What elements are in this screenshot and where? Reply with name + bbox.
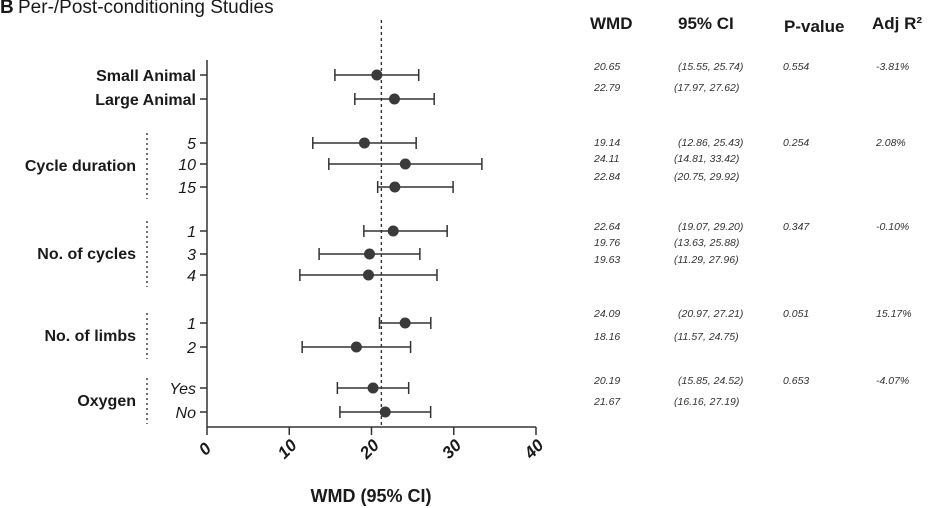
header-p-value: P-value [784, 17, 844, 36]
p-value: 0.554 [783, 61, 809, 73]
ci-value: (20.97, 27.21) [678, 308, 743, 320]
wmd-point [399, 317, 411, 329]
group-label: No. of cycles [37, 246, 136, 263]
row-label: 15 [178, 180, 196, 197]
wmd-value: 22.84 [593, 171, 620, 183]
header-ci: 95% CI [678, 14, 734, 33]
ci-value: (19.07, 29.20) [678, 221, 743, 233]
header-adj-r2: Adj R² [872, 14, 922, 33]
wmd-point [389, 181, 401, 193]
x-tick-label: 30 [438, 435, 465, 462]
adj-r2-value: -3.81% [876, 61, 909, 73]
wmd-value: 19.14 [594, 137, 620, 149]
p-value: 0.347 [783, 221, 810, 233]
stats-table: 20.65 (15.55, 25.74) 22.79 (17.97, 27.62) 0.… [593, 61, 912, 408]
wmd-value: 24.11 [593, 153, 620, 165]
wmd-value: 24.09 [593, 308, 620, 320]
p-value: 0.254 [783, 137, 809, 149]
adj-r2-value: 15.17% [876, 308, 912, 320]
ci-value: (15.55, 25.74) [678, 61, 743, 73]
row-label: Yes [169, 381, 196, 398]
x-tick-label: 40 [520, 435, 548, 463]
ci-value: (15.85, 24.52) [678, 375, 743, 387]
x-tick-label: 10 [274, 435, 301, 462]
ci-value: (14.81, 33.42) [674, 153, 739, 165]
x-axis-label: WMD (95% CI) [311, 486, 432, 506]
adj-r2-value: -0.10% [876, 221, 909, 233]
panel-title: Per-/Post-conditioning Studies [18, 0, 274, 18]
wmd-point [387, 225, 399, 237]
ci-value: (20.75, 29.92) [674, 171, 739, 183]
ci-value: (12.86, 25.43) [678, 137, 743, 149]
panel-letter: B [0, 0, 14, 18]
row-label: 2 [186, 340, 196, 357]
p-value: 0.051 [783, 308, 809, 320]
ci-value: (16.16, 27.19) [674, 396, 739, 408]
row-label: Small Animal [96, 68, 196, 85]
row-label: 5 [187, 136, 196, 153]
group-label: No. of limbs [44, 328, 136, 345]
p-value: 0.653 [783, 375, 809, 387]
group-label: Oxygen [77, 393, 136, 410]
wmd-value: 18.16 [594, 331, 620, 343]
x-tick-label: 0 [195, 439, 216, 460]
wmd-value: 22.64 [593, 221, 620, 233]
wmd-point [399, 158, 411, 170]
wmd-value: 20.65 [593, 61, 620, 73]
row-label: 1 [187, 224, 196, 241]
row-label: Large Animal [95, 92, 196, 109]
wmd-value: 19.63 [594, 254, 620, 266]
ci-value: (17.97, 27.62) [674, 82, 739, 94]
wmd-point [358, 137, 370, 149]
wmd-point [350, 341, 362, 353]
wmd-point [379, 406, 391, 418]
ci-value: (11.57, 24.75) [674, 331, 739, 343]
wmd-value: 20.19 [593, 375, 620, 387]
x-tick-label: 20 [355, 435, 383, 463]
row-label: 10 [178, 157, 196, 174]
wmd-value: 19.76 [594, 237, 620, 249]
row-label: 1 [187, 316, 196, 333]
ci-value: (13.63, 25.88) [674, 237, 739, 249]
wmd-point [371, 69, 383, 81]
ci-value: (11.29, 27.96) [674, 254, 739, 266]
wmd-point [362, 269, 374, 281]
wmd-point [367, 382, 379, 394]
row-label: 4 [187, 268, 196, 285]
row-label: 3 [187, 247, 196, 264]
adj-r2-value: 2.08% [875, 137, 906, 149]
adj-r2-value: -4.07% [876, 375, 909, 387]
group-label: Cycle duration [25, 158, 136, 175]
row-label: No [176, 405, 197, 422]
header-wmd: WMD [590, 14, 632, 33]
wmd-value: 21.67 [593, 396, 621, 408]
wmd-value: 22.79 [593, 82, 620, 94]
wmd-point [364, 248, 376, 260]
wmd-point [388, 93, 400, 105]
plot-area: 0 10 20 30 40 Small Animal Large Animal Cycle d… [25, 20, 548, 463]
